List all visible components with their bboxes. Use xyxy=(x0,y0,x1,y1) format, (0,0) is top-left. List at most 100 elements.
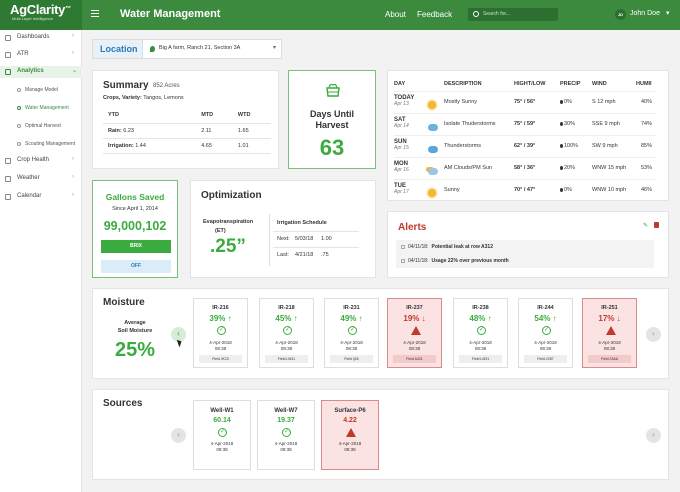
moisture-sensor-card[interactable]: IR-238 48% ↑ ✓ 4-Apr-2018 08:38 Field LM31 xyxy=(453,298,508,368)
weather-wind: S 12 mph xyxy=(592,90,636,113)
trash-icon[interactable] xyxy=(654,222,659,228)
sidebar-subitem-scouting-management[interactable]: Scouting Management xyxy=(0,139,82,149)
days-title-line2: Harvest xyxy=(315,120,349,130)
sensor-id: IR-216 xyxy=(212,305,229,311)
sensor-field: Field LM31 xyxy=(459,355,502,363)
sun-icon xyxy=(428,101,436,109)
moisture-sensor-card[interactable]: IR-216 39% ↑ ✓ 4-Apr-2018 08:38 Field JK23 xyxy=(193,298,248,368)
summary-table: YTD MTD WTD Rain: 6.23 2.11 1.65 Irrigation:… xyxy=(103,108,271,154)
weather-card: DAY DESCRIPTION HIGHT/LOW PRECIP WIND HU… xyxy=(387,70,669,201)
carousel-prev-button[interactable]: ‹ xyxy=(171,327,186,342)
brix-button[interactable]: BRIX xyxy=(101,240,171,253)
alerts-card: Alerts ✎ 04/11/18: Potential leak at row … xyxy=(387,211,669,278)
sidebar-item-label: Calendar xyxy=(17,193,42,199)
weather-date: Apr 13 xyxy=(394,101,409,107)
arrow-up-icon: ↑ xyxy=(552,314,557,323)
hamburger-menu-icon[interactable] xyxy=(91,10,99,17)
model-icon xyxy=(17,88,21,92)
feedback-link[interactable]: Feedback xyxy=(417,10,453,19)
user-name[interactable]: John Doe xyxy=(630,10,660,17)
sidebar-item-weather[interactable]: Weather › xyxy=(0,173,82,185)
source-date: 4-Apr-2018 xyxy=(338,441,362,446)
edit-icon[interactable]: ✎ xyxy=(643,223,649,229)
moisture-sensor-card[interactable]: IR-244 54% ↑ ✓ 4-Apr-2018 08:38 Field 2287 xyxy=(518,298,573,368)
sensor-time: 08:38 xyxy=(539,346,552,351)
sensor-field: Field JK23 xyxy=(199,355,242,363)
weather-highlow: 62° / 39° xyxy=(514,134,560,157)
weather-highlow: 70° / 47° xyxy=(514,178,560,201)
moisture-title: Moisture xyxy=(103,297,145,308)
harvest-crate-icon xyxy=(326,83,340,97)
optimization-card: Optimization Evapotranspiration (ET) .25”… xyxy=(190,180,376,278)
sensor-reading: 48% ↑ xyxy=(454,314,507,323)
table-cell: Rain: 6.23 xyxy=(103,123,197,139)
weather-wind: WNW 15 mph xyxy=(592,156,636,179)
next-label: Next: xyxy=(277,236,290,242)
moisture-sensor-card[interactable]: IR-218 45% ↑ ✓ 4-Apr-2018 08:38 Field LM31 xyxy=(259,298,314,368)
weather-day: SAT xyxy=(394,117,406,123)
sidebar-subitem-optimal-harvest[interactable]: Optimal Harvest xyxy=(0,121,82,131)
source-id: Well-W1 xyxy=(210,408,234,414)
brand-tagline: Multi-Layer Intelligence xyxy=(12,16,54,21)
avg-soil-moisture-value: 25% xyxy=(114,339,156,361)
source-id: Well-W7 xyxy=(274,408,298,414)
location-selector[interactable]: Location Big A farm, Ranch 21, Section 3… xyxy=(92,39,282,59)
chevron-down-icon: ▾ xyxy=(273,45,277,51)
location-label: Location xyxy=(93,40,143,58)
chevron-down-icon[interactable]: ▾ xyxy=(666,10,670,17)
column-header: DAY xyxy=(394,80,406,87)
off-button[interactable]: OFF xyxy=(101,260,171,273)
source-value: 60.14 xyxy=(213,417,231,424)
chevron-right-icon: › xyxy=(72,156,74,162)
sensor-time: 08:38 xyxy=(408,346,421,351)
days-until-harvest-card: Days Until Harvest 63 xyxy=(288,70,376,169)
table-row: MON Apr 16 AM Clouds/PM Sun 58° / 36° 20%… xyxy=(394,156,656,179)
warning-icon xyxy=(411,326,421,335)
alert-checkbox[interactable] xyxy=(401,258,405,263)
chevron-right-icon: › xyxy=(72,192,74,198)
moisture-sensor-card-alert[interactable]: IR-251 17% ↓ 4-Apr-2018 08:38 Field 23AA xyxy=(582,298,637,368)
sidebar-subitem-manage-model[interactable]: Manage Model xyxy=(0,85,82,95)
weather-day: MON xyxy=(394,161,408,167)
optimization-title: Optimization xyxy=(201,190,262,201)
source-card-alert[interactable]: Surface-P6 4.22 4-Apr-2018 08:38 xyxy=(321,400,379,470)
arrow-up-icon: ↑ xyxy=(293,314,298,323)
avatar[interactable]: JD xyxy=(615,9,626,20)
table-cell: 1.65 xyxy=(232,123,271,139)
search-input[interactable]: Search for... xyxy=(468,8,558,21)
warning-icon xyxy=(606,326,616,335)
sidebar-item-label: Analytics xyxy=(17,68,44,74)
sidebar-item-crop-health[interactable]: Crop Health › xyxy=(0,155,82,167)
brand-logo[interactable]: AgClarity™ Multi-Layer Intelligence xyxy=(0,0,82,30)
table-row: SUN Apr 15 Thunderstorms 62° / 39° 100% S… xyxy=(394,134,656,157)
moisture-sensor-card-alert[interactable]: IR-237 19% ↓ 4-Apr-2018 08:38 Field A321 xyxy=(387,298,442,368)
sidebar: Dashboards › ATR › Analytics ⌄ Manage Model… xyxy=(0,30,82,492)
sensor-date: 4-Apr-2018 xyxy=(534,340,557,345)
next-date: 5/03/18 xyxy=(295,236,314,242)
sources-next-button[interactable]: › xyxy=(646,428,661,443)
sources-prev-button[interactable]: ‹ xyxy=(171,428,186,443)
sidebar-item-analytics[interactable]: Analytics ⌄ xyxy=(0,66,82,78)
location-value: Big A farm, Ranch 21, Section 3A xyxy=(159,45,241,51)
sidebar-subitem-water-management[interactable]: Water Management xyxy=(0,103,82,113)
weather-precip-cell: 20% xyxy=(560,156,592,179)
chevron-right-icon: › xyxy=(72,174,74,180)
sensor-time: 08:38 xyxy=(474,346,487,351)
sidebar-item-dashboards[interactable]: Dashboards › xyxy=(0,32,82,44)
alert-item[interactable]: 04/11/18: Potential leak at row A312 xyxy=(396,240,654,254)
sidebar-item-calendar[interactable]: Calendar › xyxy=(0,191,82,203)
moisture-sensor-card[interactable]: IR-231 49% ↑ ✓ 4-Apr-2018 08:38 Field Ij26 xyxy=(324,298,379,368)
about-link[interactable]: About xyxy=(385,10,406,19)
sensor-date: 4-Apr-2018 xyxy=(340,340,363,345)
source-card[interactable]: Well-W7 19.37 ✓ 4-Apr-2018 08:38 xyxy=(257,400,315,470)
alert-item[interactable]: 04/11/18: Usage 22% over previous month xyxy=(396,254,654,268)
weather-precip-cell: 0% xyxy=(560,178,592,201)
sidebar-item-atr[interactable]: ATR › xyxy=(0,49,82,61)
weather-humidity: 74% xyxy=(636,112,656,135)
column-header: WIND xyxy=(592,80,607,87)
carousel-next-button[interactable]: › xyxy=(646,327,661,342)
source-card[interactable]: Well-W1 60.14 ✓ 4-Apr-2018 08:38 xyxy=(193,400,251,470)
check-circle-icon: ✓ xyxy=(283,326,292,335)
alert-checkbox[interactable] xyxy=(401,244,405,249)
crop-health-icon xyxy=(5,158,11,164)
